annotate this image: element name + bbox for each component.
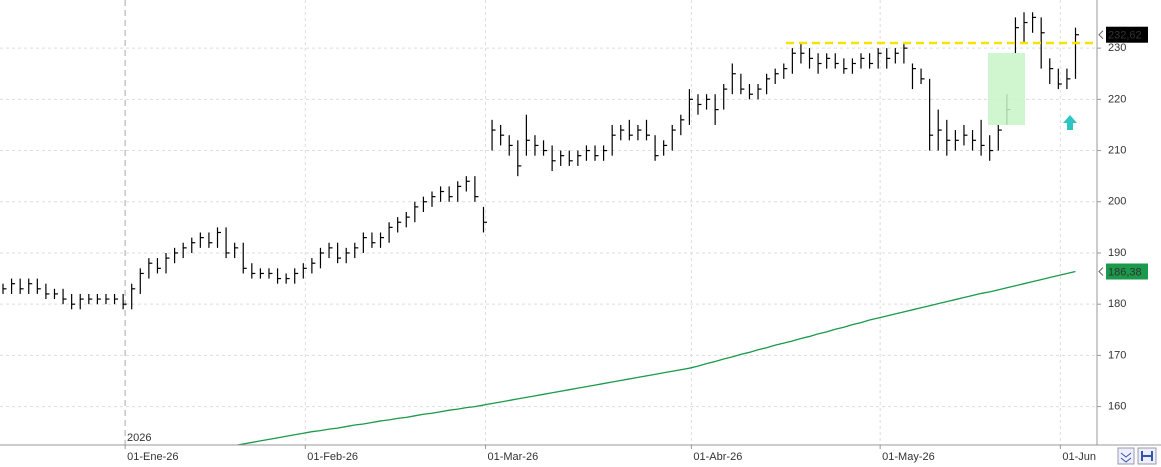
y-tick-label: 220	[1108, 93, 1126, 105]
x-tick-label: 01-Mar-26	[487, 451, 538, 463]
y-tick-label: 200	[1108, 196, 1126, 208]
corner-buttons	[1117, 447, 1157, 465]
last-price-box	[1106, 26, 1148, 43]
y-tick-label: 210	[1108, 144, 1126, 156]
highlight-box	[988, 53, 1025, 125]
x-tick-label: 01-Abr-26	[693, 451, 742, 463]
h-icon	[1141, 451, 1153, 461]
ma-price-box	[1106, 263, 1148, 280]
y-tick-label: 180	[1108, 298, 1126, 310]
x-tick-label: 01-Ene-26	[127, 451, 178, 463]
y-tick-label: 230	[1108, 42, 1126, 54]
last-price-pointer	[1098, 30, 1104, 40]
zoom-icon	[1120, 452, 1132, 463]
up-arrow	[1063, 115, 1077, 130]
moving-average	[233, 270, 1076, 445]
year-label: 2026	[127, 432, 151, 444]
x-tick-label: 01-May-26	[882, 451, 935, 463]
y-tick-label: 190	[1108, 247, 1126, 259]
y-tick-label: 170	[1108, 349, 1126, 361]
plot-area	[0, 0, 1097, 445]
x-tick-label: 01-Feb-26	[307, 451, 358, 463]
zoom-button[interactable]	[1117, 447, 1135, 465]
last-price-label: 232,62	[1108, 30, 1142, 42]
y-tick-label: 160	[1108, 401, 1126, 413]
ma-price-label: 186,38	[1108, 266, 1142, 278]
ma-price-pointer	[1098, 267, 1104, 276]
x-tick-label: 01-Jun	[1062, 451, 1096, 463]
